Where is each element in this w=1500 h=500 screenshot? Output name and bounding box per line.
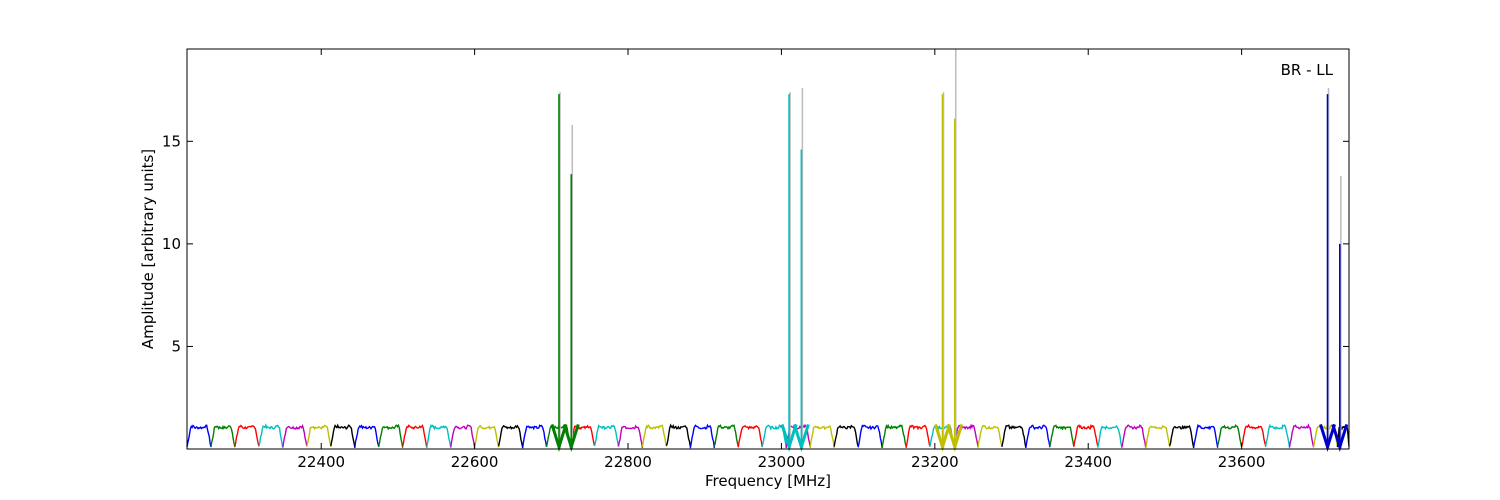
baseline-window (1240, 423, 1267, 447)
x-tick-label: 22800 (604, 453, 652, 471)
baseline-window (569, 424, 596, 448)
baseline-series-layer (186, 423, 1350, 449)
baseline-window (857, 424, 883, 449)
baseline-window (1193, 423, 1219, 448)
baseline-window (1097, 424, 1123, 448)
spike-base (780, 423, 798, 453)
baseline-window (521, 424, 548, 449)
spike-base (792, 423, 810, 453)
baseline-window (450, 424, 476, 449)
spike-base (934, 423, 951, 453)
baseline-window (1264, 423, 1291, 449)
baseline-window (1121, 424, 1147, 449)
baseline-window (1217, 424, 1243, 448)
baseline-window (234, 424, 260, 447)
baseline-window (1001, 424, 1027, 449)
baseline-window (617, 424, 644, 449)
baseline-window (833, 424, 859, 447)
baseline-window (1145, 424, 1171, 449)
baseline-window (1288, 423, 1315, 448)
baseline-window (306, 424, 332, 447)
baseline-window (737, 425, 763, 448)
baseline-window (426, 423, 452, 449)
x-tick-label: 23400 (1064, 453, 1112, 471)
baseline-window (378, 423, 404, 448)
y-tick-label: 15 (162, 132, 181, 150)
baseline-window (186, 424, 212, 448)
baseline-window (497, 424, 524, 448)
y-axis-label: Amplitude [arbitrary units] (139, 149, 157, 349)
axes: 22400 22600 22800 23000 23200 23400 23600 5 10 15 (162, 48, 1350, 471)
baseline-window (1073, 423, 1099, 447)
spike-base (1331, 423, 1349, 453)
x-tick-label: 23600 (1218, 453, 1266, 471)
ghost-spike-layer (559, 49, 1342, 449)
baseline-window (809, 425, 835, 449)
x-axis-label: Frequency [MHz] (705, 472, 831, 490)
spike-base (946, 423, 964, 453)
baseline-window (473, 425, 500, 448)
baseline-window (282, 423, 308, 448)
spike-series-layer (550, 94, 1349, 453)
y-tick-label: 10 (162, 235, 181, 253)
plot-frame (186, 48, 1350, 450)
spike-base (1319, 423, 1336, 453)
baseline-window (977, 424, 1003, 448)
baseline-window (1169, 424, 1195, 449)
x-tick-label: 22400 (297, 453, 345, 471)
spike-base (550, 423, 568, 453)
y-tick-label: 5 (171, 337, 181, 355)
baseline-window (593, 424, 620, 447)
x-tick-label: 23200 (911, 453, 959, 471)
baseline-window (713, 424, 739, 447)
baseline-window (354, 424, 380, 449)
baseline-window (258, 423, 284, 449)
baseline-window (1049, 424, 1075, 447)
baseline-window (1025, 424, 1051, 448)
spike-base (562, 423, 580, 453)
baseline-window (881, 423, 907, 448)
x-tick-label: 23000 (758, 453, 806, 471)
x-tick-label: 22600 (451, 453, 499, 471)
baseline-window (641, 424, 668, 447)
baseline-window (953, 423, 979, 448)
baseline-window (689, 423, 715, 449)
baseline-window (905, 424, 931, 449)
baseline-window (402, 424, 428, 448)
baseline-annotation: BR - LL (1281, 61, 1334, 79)
baseline-window (330, 423, 356, 448)
baseline-window (665, 423, 691, 447)
baseline-window (210, 424, 236, 448)
